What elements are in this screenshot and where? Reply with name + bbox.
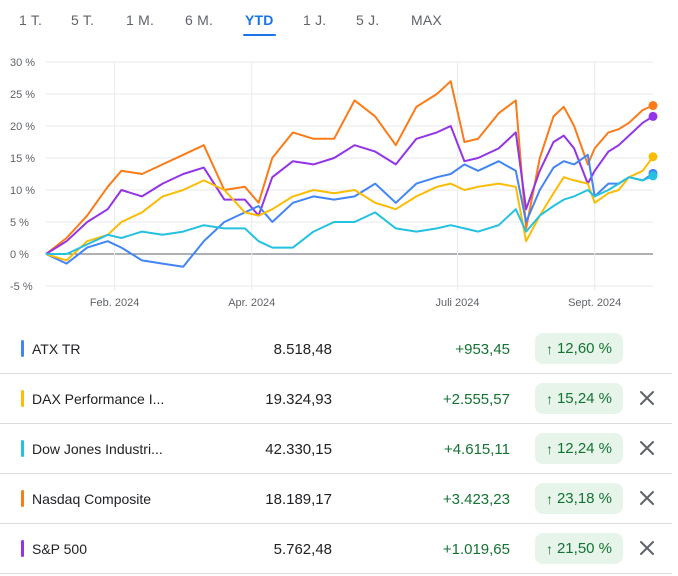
series-end-point-3 — [648, 152, 658, 162]
series-line-0 — [45, 80, 654, 255]
series-color-marker — [21, 540, 24, 557]
y-tick-label: 5 % — [10, 217, 29, 229]
index-name: Nasdaq Composite — [32, 491, 152, 507]
percent-change-badge: ↑ 23,18 % — [535, 483, 623, 514]
arrow-up-icon: ↑ — [545, 440, 553, 457]
series-color-marker — [21, 340, 24, 357]
percent-change-badge: ↑ 12,24 % — [535, 433, 623, 464]
series-line-3 — [45, 156, 654, 262]
arrow-up-icon: ↑ — [545, 390, 553, 407]
percent-change-value: 21,50 % — [556, 540, 613, 557]
x-tick-label: Apr. 2024 — [228, 297, 275, 309]
tab-5-years[interactable]: 5 J. — [356, 12, 380, 28]
y-tick-label: 0 % — [10, 249, 29, 261]
y-tick-label: 30 % — [10, 57, 35, 69]
series-color-marker — [21, 490, 24, 507]
table-row[interactable]: S&P 500 5.762,48 +1.019,65 ↑ 21,50 % — [0, 524, 672, 574]
tab-5-days[interactable]: 5 T. — [71, 12, 95, 28]
tab-1-year[interactable]: 1 J. — [303, 12, 327, 28]
percent-change-badge: ↑ 12,60 % — [535, 333, 623, 364]
table-row[interactable]: Nasdaq Composite 18.189,17 +3.423,23 ↑ 23… — [0, 474, 672, 524]
close-icon[interactable] — [636, 487, 658, 509]
percent-change-value: 12,60 % — [556, 340, 613, 357]
index-name: S&P 500 — [32, 541, 88, 557]
y-tick-label: 15 % — [10, 153, 35, 165]
percent-change-value: 15,24 % — [556, 390, 613, 407]
comparison-table: ATX TR 8.518,48 +953,45 ↑ 12,60 % DAX Per… — [0, 324, 672, 574]
series-color-marker — [21, 390, 24, 407]
close-icon[interactable] — [636, 387, 658, 409]
percent-change-value: 23,18 % — [556, 490, 613, 507]
index-price: 18.189,17 — [265, 491, 332, 508]
series-end-point-0 — [648, 101, 658, 111]
percent-change-badge: ↑ 21,50 % — [535, 533, 623, 564]
index-price: 8.518,48 — [273, 341, 332, 358]
index-name: ATX TR — [32, 341, 81, 357]
y-tick-label: 10 % — [10, 185, 35, 197]
series-line-1 — [45, 115, 654, 255]
table-row[interactable]: Dow Jones Industri... 42.330,15 +4.615,1… — [0, 424, 672, 474]
tab-1-day[interactable]: 1 T. — [19, 12, 43, 28]
index-name: DAX Performance I... — [32, 391, 165, 407]
time-range-tabs: 1 T. 5 T. 1 M. 6 M. YTD 1 J. 5 J. MAX — [0, 0, 678, 40]
index-name: Dow Jones Industri... — [32, 441, 163, 457]
arrow-up-icon: ↑ — [545, 540, 553, 557]
y-tick-label: 25 % — [10, 89, 35, 101]
x-tick-label: Juli 2024 — [436, 297, 480, 309]
index-change: +2.555,57 — [442, 391, 510, 408]
series-line-2 — [45, 153, 654, 268]
index-change: +1.019,65 — [442, 541, 510, 558]
index-change: +4.615,11 — [443, 441, 510, 458]
comparison-line-chart[interactable]: 30 % 25 % 20 % 15 % 10 % 5 % 0 % -5 % Feb. 2024 A… — [0, 48, 678, 324]
table-row[interactable]: DAX Performance I... 19.324,93 +2.555,57… — [0, 374, 672, 424]
percent-change-badge: ↑ 15,24 % — [535, 383, 623, 414]
y-tick-label: -5 % — [10, 281, 33, 293]
index-price: 5.762,48 — [273, 541, 332, 558]
tab-ytd[interactable]: YTD — [243, 12, 276, 36]
close-icon[interactable] — [636, 537, 658, 559]
series-line-4 — [46, 174, 654, 255]
x-tick-label: Feb. 2024 — [90, 297, 140, 309]
index-change: +953,45 — [455, 341, 510, 358]
index-change: +3.423,23 — [442, 491, 510, 508]
table-row[interactable]: ATX TR 8.518,48 +953,45 ↑ 12,60 % — [0, 324, 672, 374]
arrow-up-icon: ↑ — [545, 490, 553, 507]
close-icon[interactable] — [636, 437, 658, 459]
index-price: 19.324,93 — [265, 391, 332, 408]
arrow-up-icon: ↑ — [545, 340, 553, 357]
index-price: 42.330,15 — [265, 441, 332, 458]
tab-max[interactable]: MAX — [411, 12, 442, 28]
series-end-point-4 — [648, 171, 658, 181]
tab-1-month[interactable]: 1 M. — [126, 12, 155, 28]
percent-change-value: 12,24 % — [556, 440, 613, 457]
y-tick-label: 20 % — [10, 121, 35, 133]
x-tick-label: Sept. 2024 — [568, 297, 621, 309]
series-color-marker — [21, 440, 24, 457]
tab-6-months[interactable]: 6 M. — [185, 12, 214, 28]
series-end-point-1 — [648, 111, 658, 121]
